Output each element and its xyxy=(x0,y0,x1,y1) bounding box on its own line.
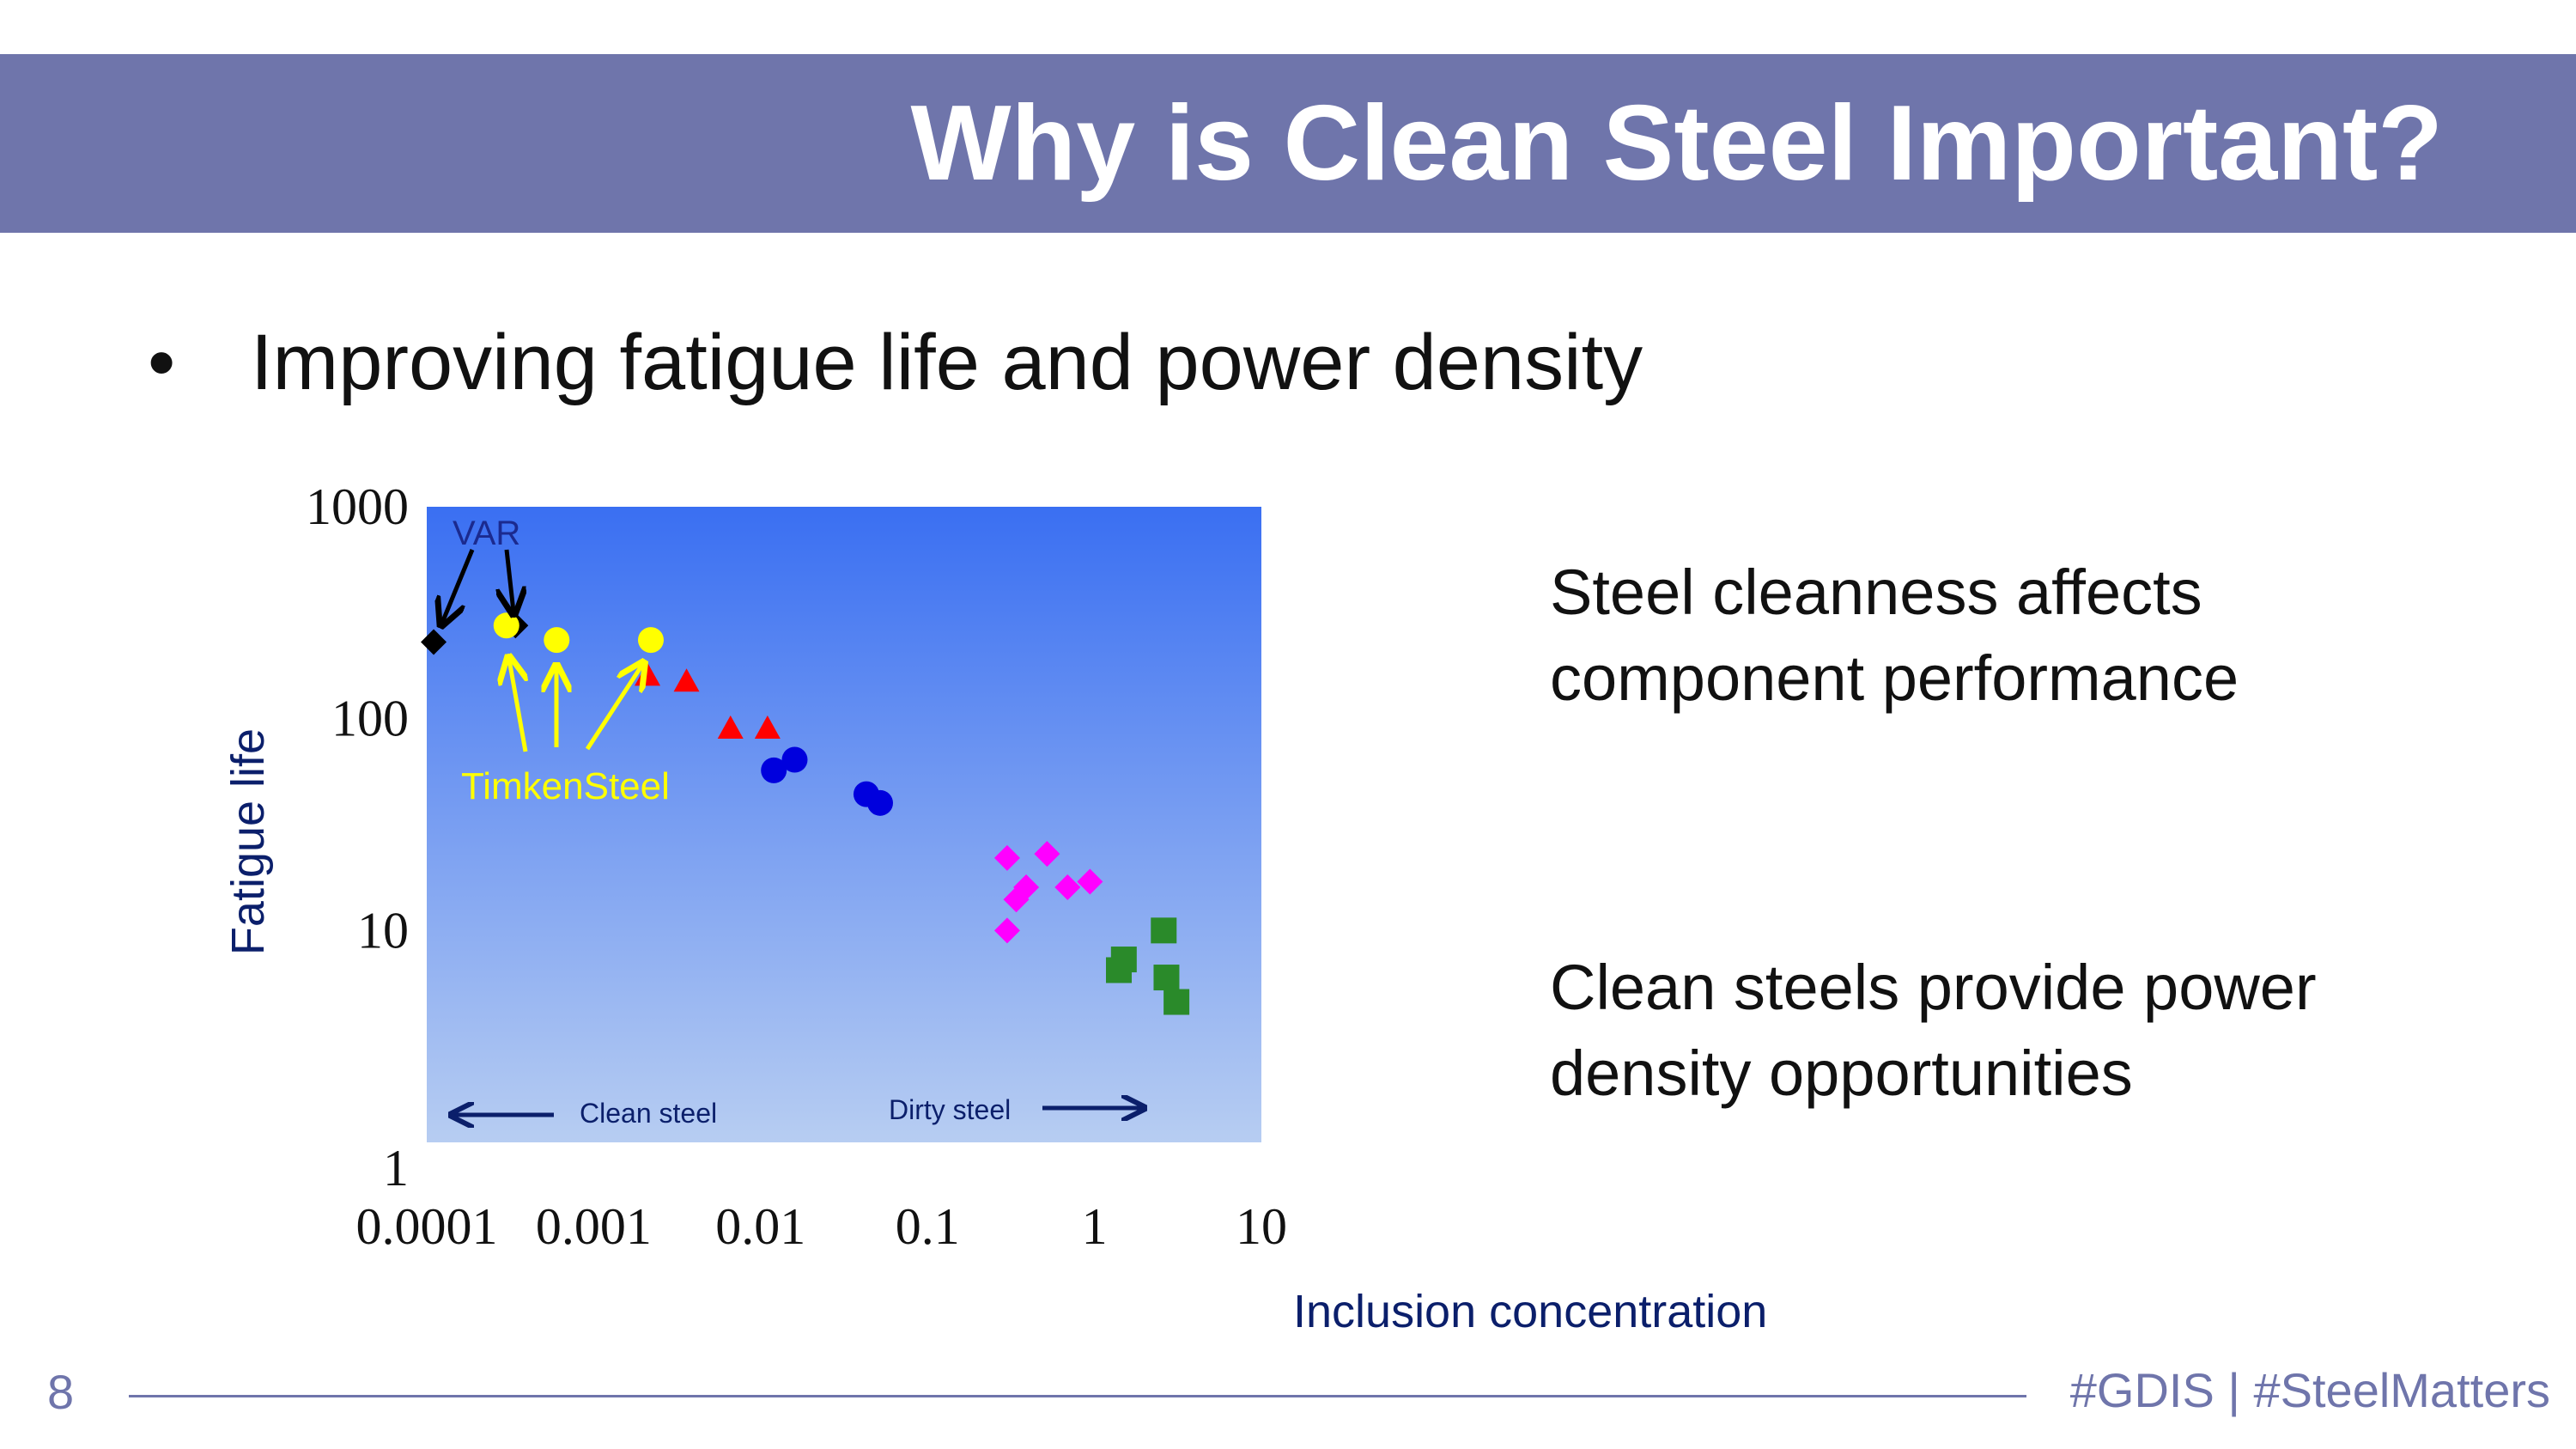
page-number: 8 xyxy=(47,1365,75,1419)
x-tick-label: 1 xyxy=(1082,1198,1108,1255)
point-cleanness: Steel cleanness affects component perfor… xyxy=(1550,557,2239,714)
magenta-diamonds-point-1 xyxy=(1034,841,1060,868)
y-tick-label: 1 xyxy=(383,1140,409,1196)
magenta-diamonds-point-6 xyxy=(993,917,1020,944)
x-tick-label: 0.001 xyxy=(536,1198,652,1255)
x-tick-label: 0.01 xyxy=(715,1198,805,1255)
TimkenSteel-point-1 xyxy=(544,627,570,654)
red-triangles-point-3 xyxy=(754,715,781,739)
title-bar: Why is Clean Steel Important? xyxy=(0,54,2576,233)
plot-area xyxy=(427,507,1261,1142)
footer-hashtags: #GDIS | #SteelMatters xyxy=(2069,1363,2550,1417)
red-triangles-point-2 xyxy=(717,715,744,739)
y-tick-label: 10 xyxy=(357,902,409,959)
green-squares-point-3 xyxy=(1153,965,1180,991)
timken-arrow-3 xyxy=(585,665,642,751)
magenta-diamonds-point-5 xyxy=(1077,868,1103,895)
footer-divider xyxy=(129,1395,2026,1397)
green-squares-point-1 xyxy=(1106,957,1133,983)
axis-ticks: 0.0001 0.001 0.01 0.1 1 10 1000 100 10 1 xyxy=(306,478,1287,1255)
green-squares-point-4 xyxy=(1163,989,1190,1015)
var-arrow-2 xyxy=(507,549,513,612)
magenta-diamonds-point-3 xyxy=(1013,874,1040,900)
var-arrow-1 xyxy=(442,549,475,623)
TimkenSteel-point-2 xyxy=(637,627,664,654)
x-axis-label: Inclusion concentration xyxy=(1293,1286,1767,1337)
x-tick-label: 10 xyxy=(1236,1198,1287,1255)
x-tick-label: 0.1 xyxy=(896,1198,960,1255)
dirty-steel-label: Dirty steel xyxy=(889,1094,1011,1125)
TimkenSteel-point-0 xyxy=(493,612,519,639)
blue-circles-point-0 xyxy=(761,757,787,783)
clean-steel-label: Clean steel xyxy=(580,1098,717,1129)
bullet-item: • Improving fatigue life and power densit… xyxy=(148,311,1643,414)
bullet-marker: • xyxy=(148,319,176,406)
timken-label: TimkenSteel xyxy=(461,765,670,807)
magenta-diamonds-point-0 xyxy=(993,844,1020,871)
data-marks xyxy=(421,612,1190,1015)
slide-title: Why is Clean Steel Important? xyxy=(910,84,2444,203)
magenta-diamonds-point-4 xyxy=(1054,874,1081,900)
point-power-density: Clean steels provide power density oppor… xyxy=(1550,952,2317,1109)
timken-arrow-1 xyxy=(509,660,526,752)
var-label: VAR xyxy=(453,514,520,552)
y-axis-label: Fatigue life xyxy=(222,728,274,955)
y-tick-label: 1000 xyxy=(306,478,409,535)
blue-circles-point-3 xyxy=(866,789,893,816)
annotation-arrows xyxy=(442,549,1142,1115)
red-triangles-point-1 xyxy=(673,668,700,692)
blue-circles-point-1 xyxy=(781,746,808,773)
green-squares-point-2 xyxy=(1151,917,1177,944)
VAR-point-0 xyxy=(421,629,447,655)
bullet-text: Improving fatigue life and power density xyxy=(251,319,1643,406)
x-tick-label: 0.0001 xyxy=(356,1198,498,1255)
y-tick-label: 100 xyxy=(331,691,409,747)
